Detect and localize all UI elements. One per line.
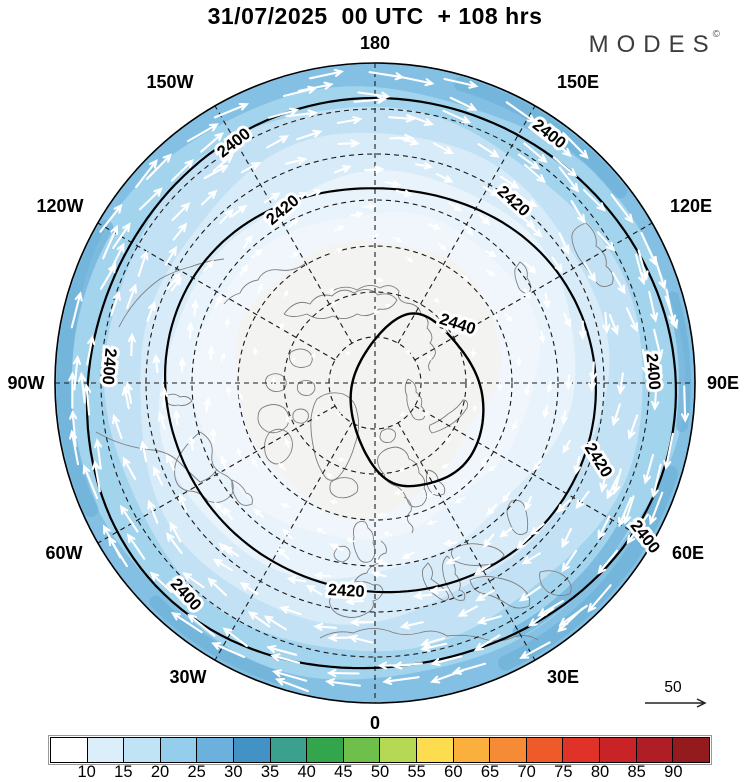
longitude-label: 120E bbox=[670, 196, 712, 216]
colorbar-cell bbox=[50, 737, 88, 763]
colorbar-cell bbox=[379, 737, 418, 763]
colorbar-tick-label: 55 bbox=[407, 763, 426, 781]
colorbar-tick-label: 50 bbox=[370, 763, 390, 781]
colorbar-tick-label: 70 bbox=[517, 763, 536, 781]
colorbar-cell bbox=[415, 737, 454, 763]
colorbar-tick-label: 40 bbox=[297, 763, 316, 781]
reference-arrow-label: 50 bbox=[664, 679, 682, 696]
colorbar-tick-label: 90 bbox=[664, 763, 683, 781]
colorbar-tick-label: 45 bbox=[334, 763, 353, 781]
colorbar-tick-label: 80 bbox=[590, 763, 610, 781]
colorbar-cell bbox=[342, 737, 381, 763]
longitude-label: 180 bbox=[360, 33, 390, 53]
longitude-label: 90W bbox=[7, 373, 44, 393]
colorbar-tick-label: 20 bbox=[150, 763, 170, 781]
colorbar-cell bbox=[269, 737, 308, 763]
map-rim bbox=[54, 62, 696, 704]
contour-label: 2400 bbox=[98, 347, 119, 385]
longitude-label: 150W bbox=[146, 72, 193, 92]
map-inner bbox=[55, 63, 695, 703]
colorbar-tick-label: 10 bbox=[77, 763, 96, 781]
longitude-label: 0 bbox=[370, 713, 380, 733]
longitude-labels: 180 150W 150E 120W 120E 90W 90E 60W 60E 30W 30E 0 bbox=[7, 33, 739, 733]
longitude-label: 60E bbox=[672, 543, 704, 563]
colorbar-cell bbox=[232, 737, 271, 763]
colorbar-tick-label: 15 bbox=[114, 763, 133, 781]
colorbar-tick-label: 65 bbox=[480, 763, 500, 781]
colorbar-tick-label: 35 bbox=[260, 763, 280, 781]
wind-arrows bbox=[68, 68, 690, 693]
longitude-label: 30W bbox=[169, 667, 206, 687]
contour-label: 2400 bbox=[642, 352, 663, 390]
longitude-label: 150E bbox=[557, 72, 599, 92]
colorbar-cell bbox=[635, 737, 674, 763]
colorbar-cell bbox=[86, 737, 125, 763]
colorbar bbox=[48, 735, 712, 765]
page-title: 31/07/2025 00 UTC + 108 hrs bbox=[207, 3, 543, 29]
colorbar-cell bbox=[196, 737, 235, 763]
longitude-label: 90E bbox=[707, 373, 739, 393]
modes-logo: MODES© bbox=[588, 29, 724, 59]
colorbar-cell bbox=[672, 737, 710, 763]
colorbar-tick-label: 25 bbox=[187, 763, 206, 781]
longitude-label: 120W bbox=[36, 196, 83, 216]
colorbar-cell bbox=[123, 737, 162, 763]
wind-reference-arrow: 50 bbox=[645, 679, 707, 708]
colorbar-cell bbox=[525, 737, 564, 763]
colorbar-tick-label: 75 bbox=[554, 763, 573, 781]
colorbar-cell bbox=[489, 737, 528, 763]
contour-label: 2420 bbox=[327, 581, 365, 601]
colorbar-tick-label: 30 bbox=[224, 763, 243, 781]
colorbar-tick-label: 60 bbox=[444, 763, 463, 781]
colorbar-cell bbox=[452, 737, 491, 763]
colorbar-cell bbox=[159, 737, 198, 763]
contour-2400 bbox=[85, 96, 678, 670]
colorbar-cell bbox=[598, 737, 637, 763]
colorbar-cell bbox=[562, 737, 601, 763]
longitude-label: 60W bbox=[45, 543, 82, 563]
colorbar-cell bbox=[306, 737, 345, 763]
modes-logo-text: MODES bbox=[588, 31, 717, 58]
modes-logo-mark: © bbox=[712, 29, 720, 40]
colorbar-tick-label: 85 bbox=[627, 763, 646, 781]
longitude-label: 30E bbox=[547, 667, 579, 687]
